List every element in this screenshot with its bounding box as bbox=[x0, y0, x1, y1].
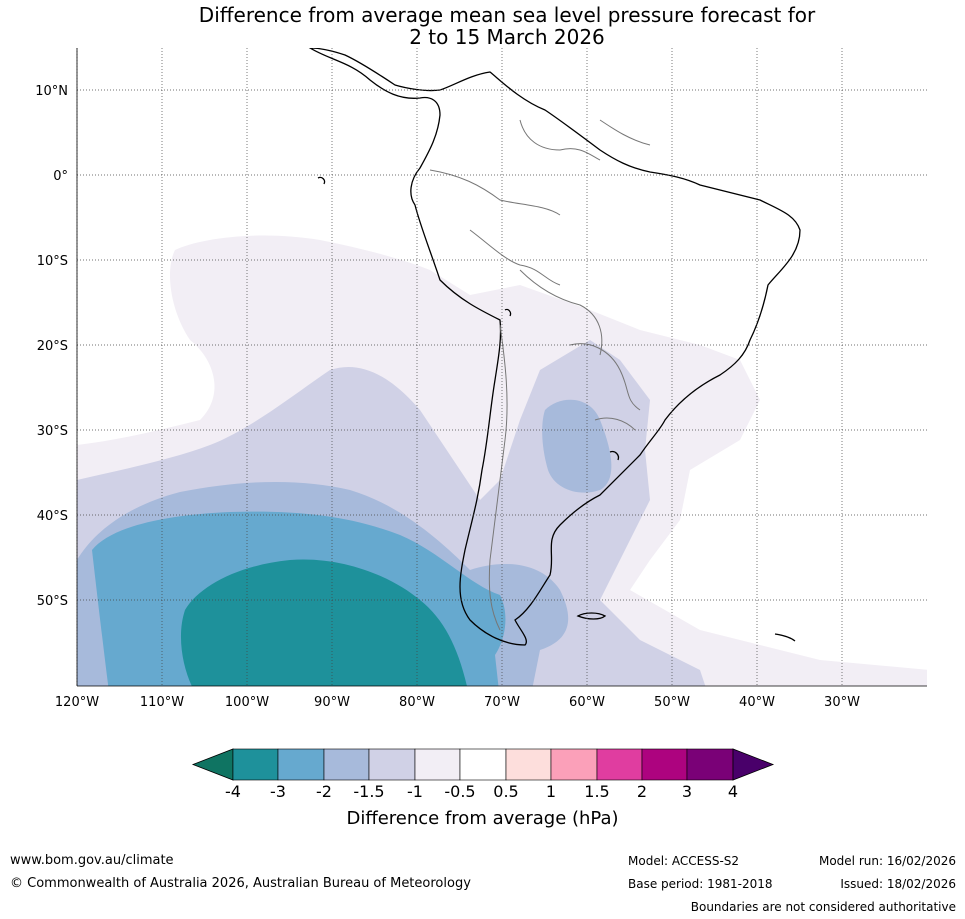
lon-label: 90°W bbox=[314, 695, 350, 710]
lat-label: 40°S bbox=[37, 509, 68, 524]
graticule bbox=[76, 48, 927, 686]
border-north bbox=[429, 169, 561, 216]
border-bolivia bbox=[519, 269, 603, 356]
colorbar-tick-label: 1 bbox=[545, 782, 557, 801]
colorbar-segment bbox=[232, 748, 279, 781]
colorbar-segment bbox=[550, 748, 598, 781]
colorbar-tick-labels: -4 -3 -2 -1.5 -1 -0.5 0.5 1 1.5 2 3 4 bbox=[0, 782, 965, 804]
lat-label: 10°S bbox=[37, 254, 68, 269]
border-venezuela-guyana bbox=[519, 119, 601, 161]
colorbar-segment bbox=[368, 748, 416, 781]
colorbar-segment bbox=[414, 748, 461, 781]
colorbar-tick-label: -4 bbox=[225, 782, 241, 801]
issued-label: Issued: 18/02/2026 bbox=[840, 877, 956, 891]
lon-label: 120°W bbox=[55, 695, 99, 710]
south-georgia bbox=[774, 633, 796, 642]
website-link[interactable]: www.bom.gov.au/climate bbox=[10, 853, 174, 868]
border-paraguay bbox=[569, 343, 641, 411]
lon-label: 40°W bbox=[739, 695, 775, 710]
colorbar-tick-label: 3 bbox=[681, 782, 693, 801]
lon-label: 50°W bbox=[654, 695, 690, 710]
colorbar-segment bbox=[596, 748, 643, 781]
title-line-1: Difference from average mean sea level p… bbox=[198, 3, 816, 27]
colorbar-segment bbox=[277, 748, 325, 781]
colorbar-tick-label: -1.5 bbox=[353, 782, 385, 801]
longitude-labels: 120°W 110°W 100°W 90°W 80°W 70°W 60°W 50°W 40°W 3… bbox=[55, 695, 860, 710]
title-line-2: 2 to 15 March 2026 bbox=[409, 25, 605, 49]
colorbar-tick-label: -1 bbox=[407, 782, 423, 801]
colorbar-title: Difference from average (hPa) bbox=[346, 808, 619, 829]
colorbar-arrow-high bbox=[732, 748, 775, 781]
border-peru-brazil bbox=[469, 229, 561, 286]
contour-minus-3 bbox=[180, 559, 467, 686]
lat-label: 20°S bbox=[37, 339, 68, 354]
map-title: Difference from average mean sea level p… bbox=[0, 4, 965, 48]
contour-minus-1.5-inland bbox=[542, 399, 612, 493]
anomaly-contours bbox=[77, 235, 927, 686]
lon-label: 110°W bbox=[140, 695, 184, 710]
colorbar-tick-label: 1.5 bbox=[584, 782, 610, 801]
latitude-labels: 10°N 0° 10°S 20°S 30°S 40°S 50°S bbox=[35, 84, 68, 609]
border-uruguay bbox=[594, 417, 636, 431]
lat-label: 30°S bbox=[37, 424, 68, 439]
lat-label: 0° bbox=[53, 169, 68, 184]
country-borders bbox=[429, 119, 651, 631]
colorbar-segment bbox=[505, 748, 552, 781]
south-america-coast bbox=[308, 48, 801, 646]
colorbar bbox=[191, 748, 775, 781]
galapagos bbox=[317, 176, 326, 185]
lake-titicaca bbox=[504, 308, 512, 317]
colorbar-segment bbox=[686, 748, 734, 781]
model-label: Model: ACCESS-S2 bbox=[628, 854, 740, 868]
colorbar-tick-label: 0.5 bbox=[493, 782, 519, 801]
copyright-text: © Commonwealth of Australia 2026, Austra… bbox=[10, 876, 471, 891]
colorbar-segment bbox=[323, 748, 370, 781]
lon-label: 30°W bbox=[824, 695, 860, 710]
colorbar-tick-label: 2 bbox=[636, 782, 648, 801]
colorbar-segment bbox=[459, 748, 507, 781]
lat-label: 10°N bbox=[35, 84, 68, 99]
lon-label: 60°W bbox=[569, 695, 605, 710]
disclaimer-text: Boundaries are not considered authoritat… bbox=[690, 900, 956, 914]
lon-label: 80°W bbox=[399, 695, 435, 710]
colorbar-tick-label: -0.5 bbox=[444, 782, 476, 801]
model-run-label: Model run: 16/02/2026 bbox=[818, 854, 956, 868]
lagoa-dos-patos bbox=[609, 450, 620, 461]
lon-label: 70°W bbox=[484, 695, 520, 710]
colorbar-tick-label: 4 bbox=[727, 782, 739, 801]
colorbar-tick-label: -2 bbox=[316, 782, 332, 801]
base-period-label: Base period: 1981-2018 bbox=[628, 877, 773, 891]
lon-label: 100°W bbox=[225, 695, 269, 710]
colorbar-tick-label: -3 bbox=[270, 782, 286, 801]
border-guianas bbox=[599, 119, 651, 146]
colorbar-segment bbox=[641, 748, 688, 781]
colorbar-arrow-low bbox=[191, 748, 234, 781]
border-chile-argentina bbox=[488, 324, 508, 631]
lat-label: 50°S bbox=[37, 594, 68, 609]
